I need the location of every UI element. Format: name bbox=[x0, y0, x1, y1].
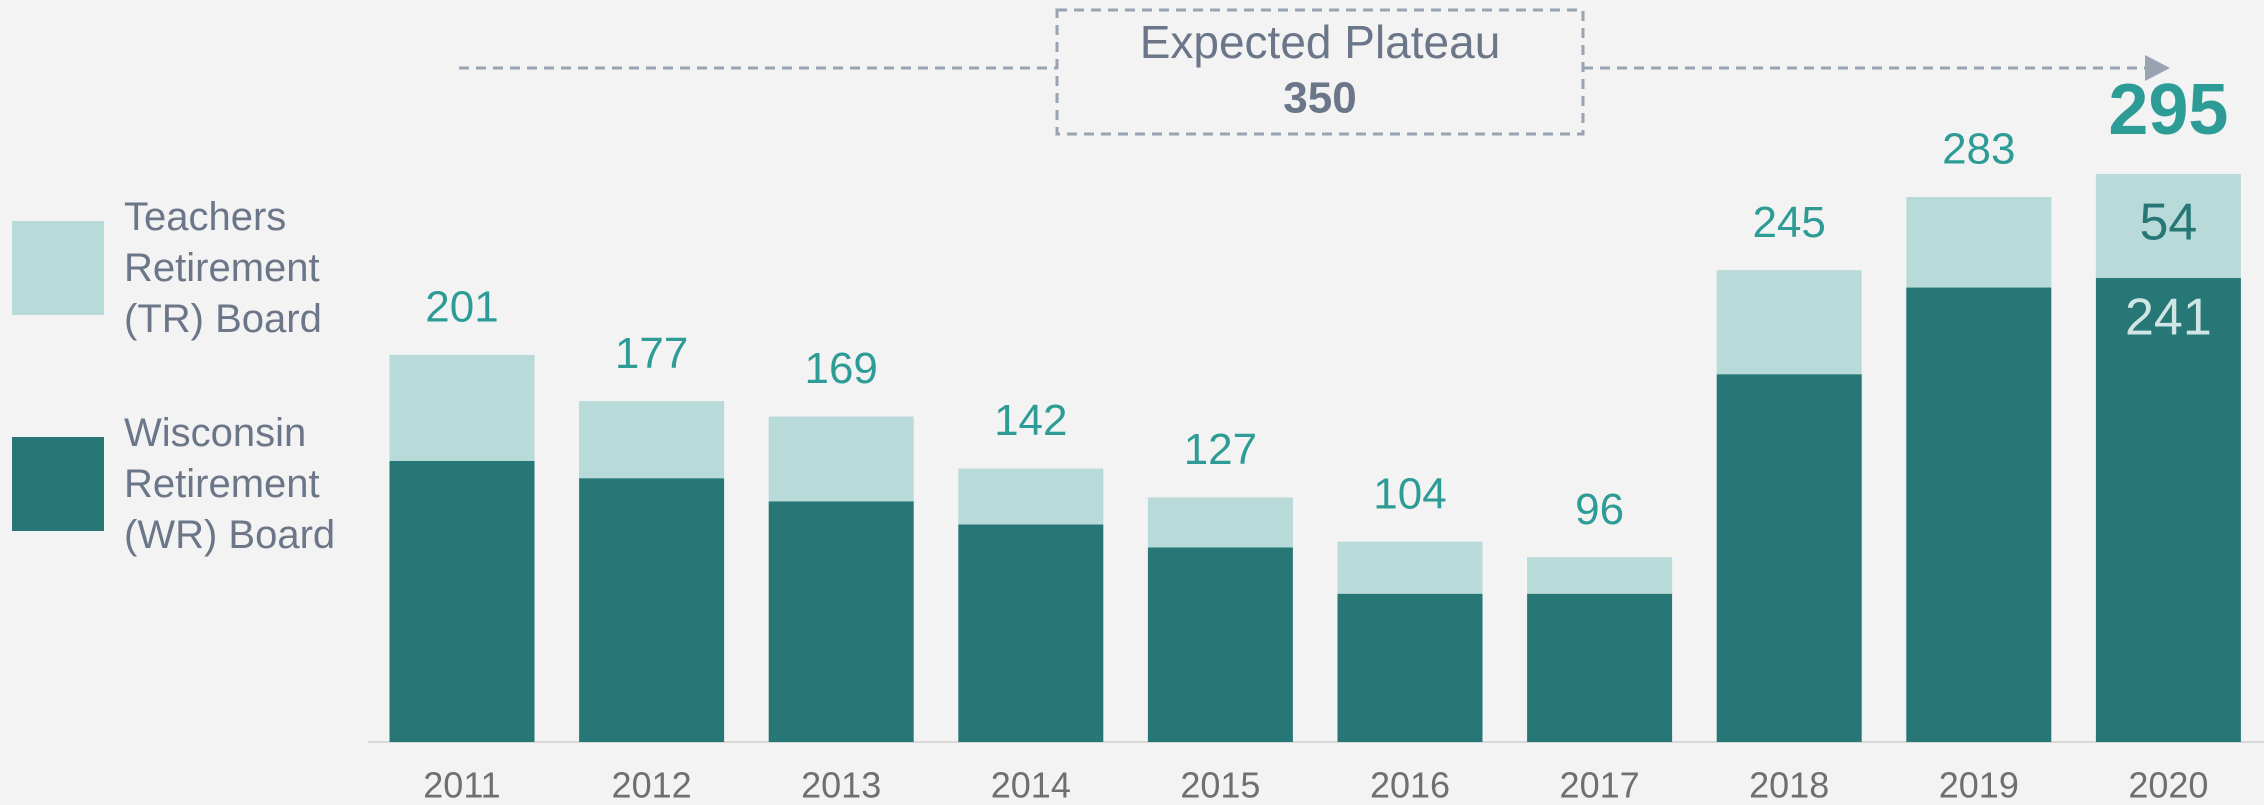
total-label: 96 bbox=[1575, 485, 1624, 534]
x-tick-label: 2019 bbox=[1939, 765, 2019, 805]
bar-segment bbox=[1527, 593, 1673, 742]
bar-segment bbox=[1527, 557, 1673, 594]
total-label: 169 bbox=[804, 344, 877, 393]
bar-segment bbox=[1716, 374, 1862, 742]
annotation-text: Expected Plateau bbox=[1140, 16, 1501, 68]
bar-segment bbox=[1906, 197, 2052, 288]
x-tick-label: 2017 bbox=[1560, 765, 1640, 805]
x-tick-label: 2011 bbox=[423, 765, 500, 805]
bar-segment bbox=[579, 478, 725, 742]
bar-segment bbox=[958, 468, 1104, 525]
bar-segment bbox=[1337, 541, 1483, 594]
total-label: 283 bbox=[1942, 125, 2015, 174]
bar-segment bbox=[579, 401, 725, 479]
x-tick-label: 2013 bbox=[801, 765, 881, 805]
arrow-head bbox=[2145, 55, 2170, 81]
legend-swatch bbox=[12, 221, 104, 315]
bar-segment bbox=[1716, 270, 1862, 375]
annotation-value: 350 bbox=[1283, 74, 1356, 123]
bar-segment bbox=[1147, 547, 1293, 742]
total-label: 177 bbox=[615, 329, 688, 378]
total-label: 142 bbox=[994, 396, 1067, 445]
annotation-box bbox=[1055, 8, 1585, 136]
legend-label: Wisconsin Retirement (WR) Board bbox=[124, 411, 336, 557]
bar-segment bbox=[1906, 287, 2052, 742]
segment-label: 241 bbox=[2125, 289, 2212, 347]
segment-label: 54 bbox=[2139, 194, 2197, 252]
total-label: 295 bbox=[2108, 70, 2228, 150]
legend-label: Teachers Retirement (TR) Board bbox=[124, 195, 322, 341]
bar-segment bbox=[2095, 173, 2241, 278]
x-tick-label: 2020 bbox=[2128, 765, 2208, 805]
x-tick-label: 2016 bbox=[1370, 765, 1450, 805]
total-label: 127 bbox=[1184, 425, 1257, 474]
bar-segment bbox=[389, 354, 535, 461]
bar-segment bbox=[389, 460, 535, 742]
total-label: 245 bbox=[1752, 198, 1825, 247]
bar-segment bbox=[2095, 277, 2241, 742]
total-label: 104 bbox=[1373, 469, 1446, 518]
x-tick-label: 2015 bbox=[1180, 765, 1260, 805]
x-tick-label: 2018 bbox=[1749, 765, 1829, 805]
bar-segment bbox=[768, 501, 914, 742]
total-label: 201 bbox=[425, 283, 498, 332]
bar-segment bbox=[1147, 497, 1293, 548]
bar-segment bbox=[958, 524, 1104, 742]
legend-swatch bbox=[12, 437, 104, 531]
x-tick-label: 2012 bbox=[612, 765, 692, 805]
bar-segment bbox=[1337, 593, 1483, 742]
bar-segment bbox=[768, 416, 914, 502]
x-tick-label: 2014 bbox=[991, 765, 1071, 805]
